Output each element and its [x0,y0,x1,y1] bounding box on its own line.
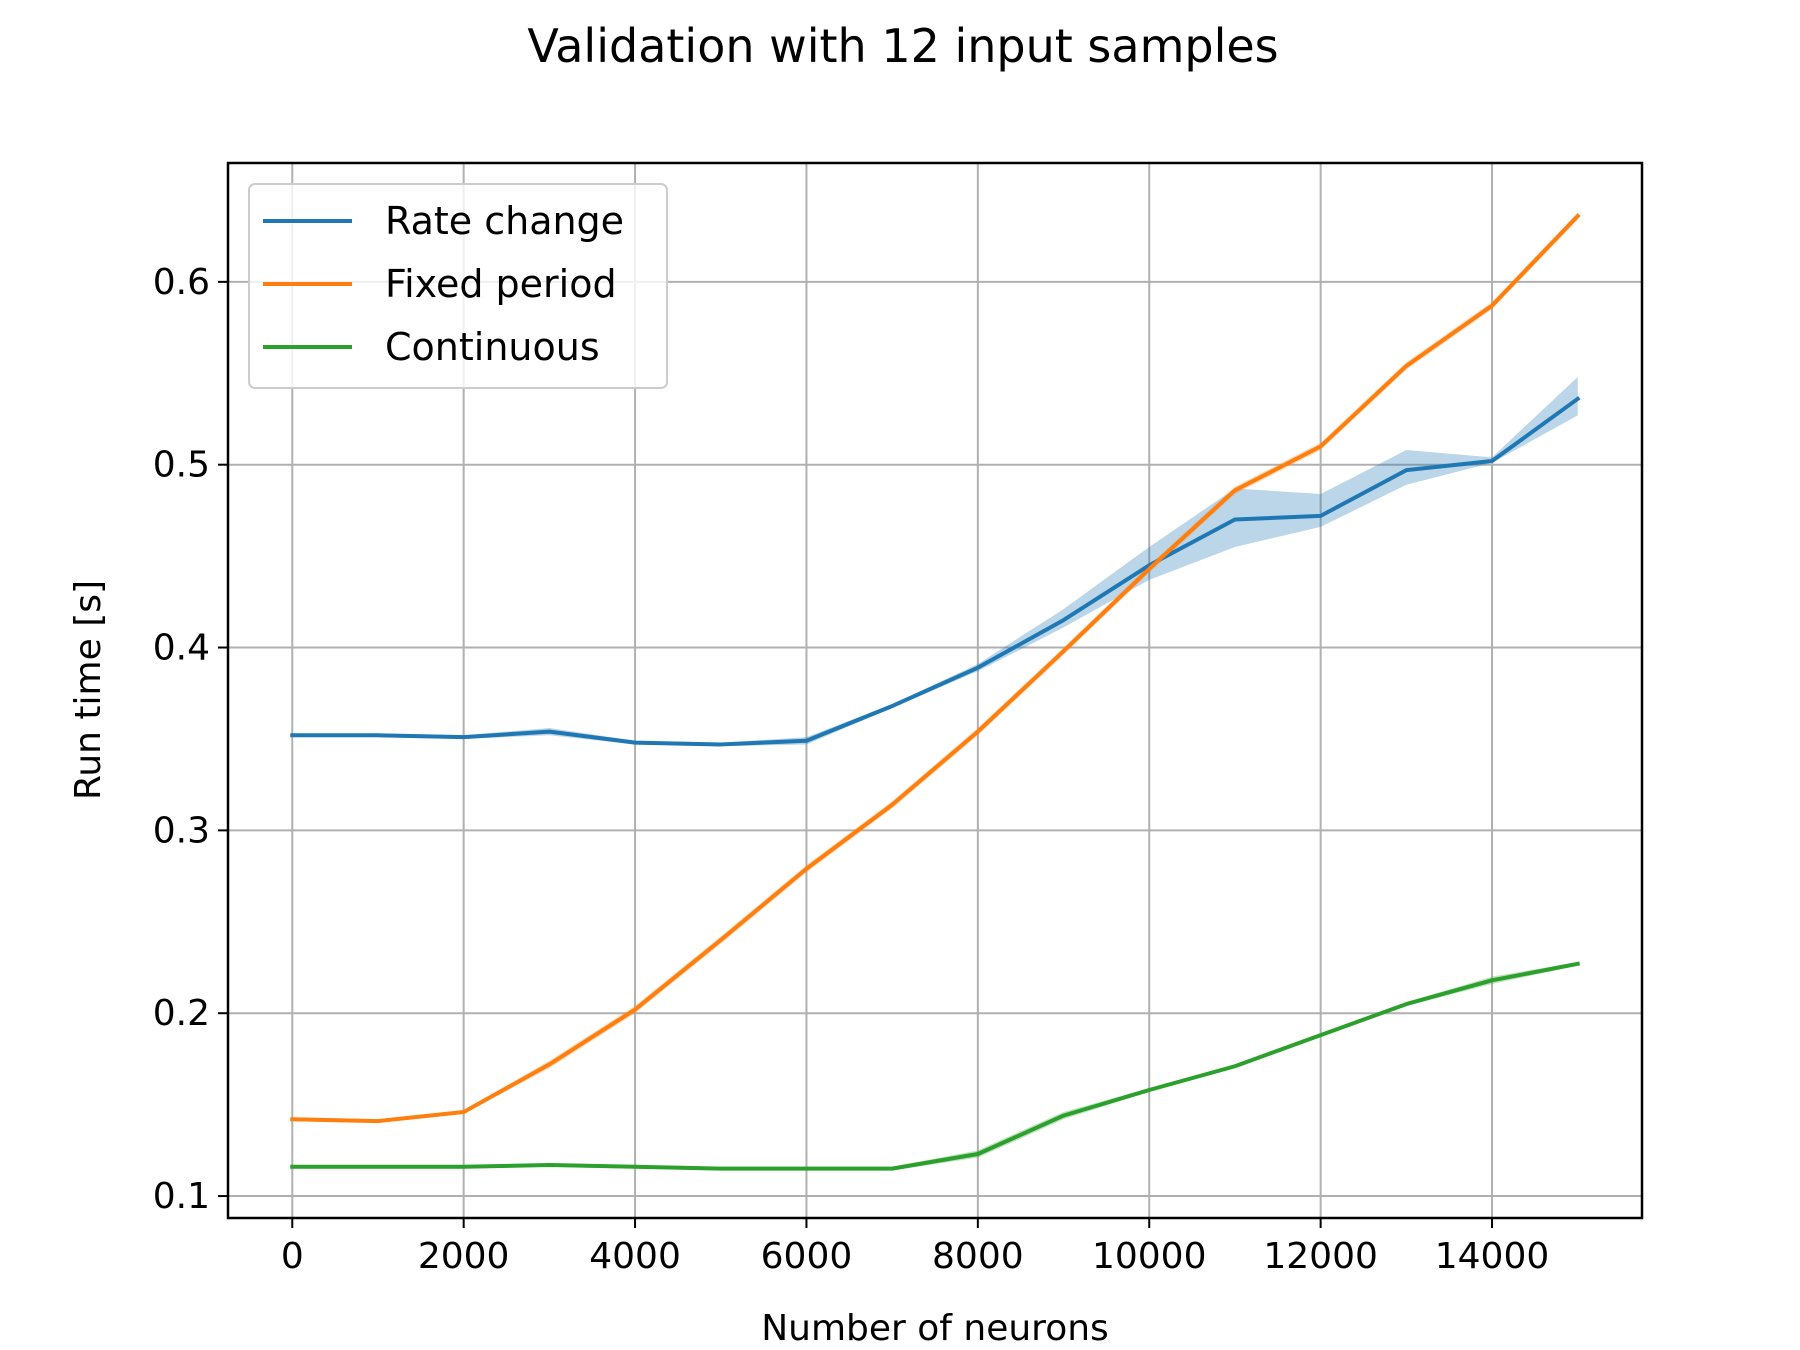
chart-title: Validation with 12 input samples [527,19,1278,73]
series-lines [290,213,1581,1171]
y-tick-label: 0.5 [153,445,210,486]
x-tick-label: 2000 [418,1236,510,1277]
plot-area-frame [226,161,1644,1220]
x-tick-label: 4000 [589,1236,681,1277]
fixed-period-line [290,213,1581,1124]
legend-box [248,183,668,389]
rate-change-line [290,396,1581,747]
axis-ticks: 0 2000 4000 6000 8000 10000 12000 14000 0.1 0.2 0.… [153,262,1550,1277]
y-tick-label: 0.2 [153,993,210,1034]
y-tick-label: 0.6 [153,262,210,303]
legend-label-fixed-period: Fixed period [385,262,617,306]
legend-label-continuous: Continuous [385,325,600,369]
x-tick-label: 0 [281,1236,304,1277]
x-tick-label: 10000 [1092,1236,1207,1277]
x-tick-label: 6000 [761,1236,853,1277]
x-axis-label: Number of neurons [761,1308,1109,1349]
legend: Rate change Fixed period Continuous [248,183,668,389]
y-tick-label: 0.3 [153,810,210,851]
x-tick-label: 14000 [1435,1236,1550,1277]
x-tick-label: 8000 [932,1236,1024,1277]
y-tick-label: 0.1 [153,1176,210,1217]
x-tick-label: 12000 [1263,1236,1378,1277]
legend-label-rate-change: Rate change [385,199,624,243]
y-tick-label: 0.4 [153,628,210,669]
continuous-line [290,961,1581,1171]
y-axis-label: Run time [s] [68,580,109,800]
